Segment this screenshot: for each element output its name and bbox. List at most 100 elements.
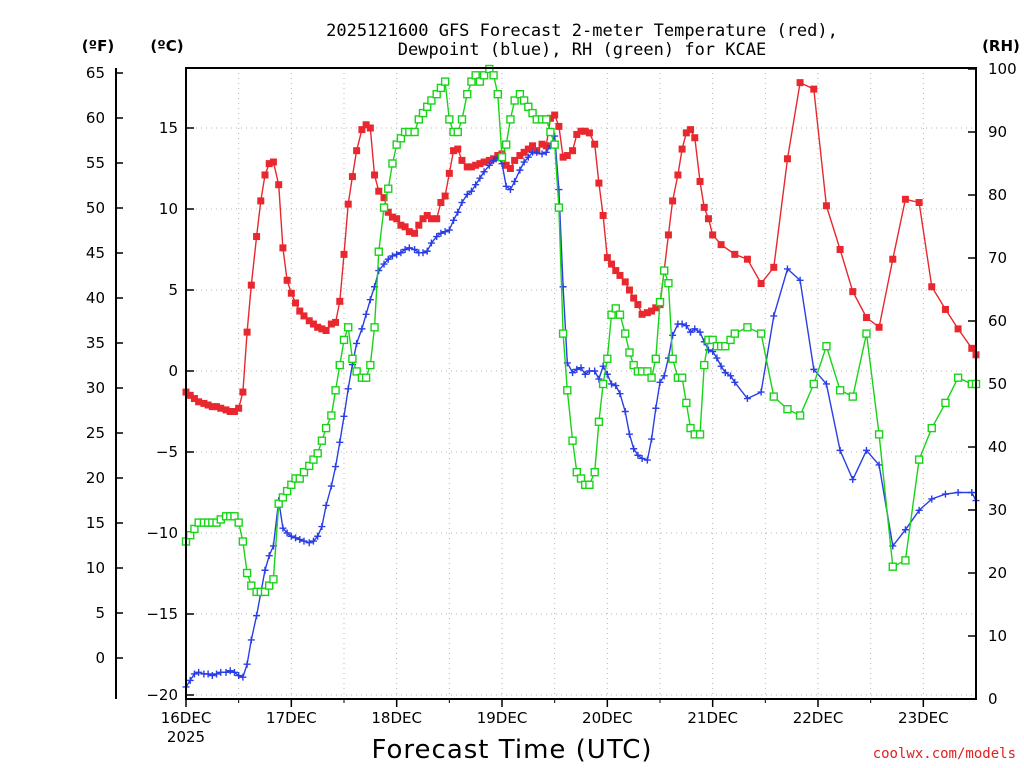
temperature-point [265,160,273,168]
temperature-point [687,126,695,134]
celsius-tick-label: 15 [159,119,178,137]
dewpoint-point [559,283,567,291]
dewpoint-point [691,325,699,333]
dewpoint-point [204,670,212,678]
dewpoint-point [678,320,686,328]
temperature-point [889,255,897,263]
temperature-point [287,289,295,297]
rh-point [278,493,288,502]
temperature-point [305,317,313,325]
x-axis-title: Forecast Time (UTC) [371,735,652,765]
temperature-point [261,171,269,179]
rh-point [647,373,656,382]
dewpoint-point [573,365,581,373]
dewpoint-point [463,190,471,198]
temperature-point [213,403,221,411]
dewpoint-point [380,260,388,268]
rh-point [611,304,620,313]
rh-point [370,323,379,332]
rh-point [708,335,717,345]
temperature-point [362,121,370,129]
x-tick-label: 19DEC [477,709,528,727]
temperature-point [415,221,423,229]
fahrenheit-tick-label: 45 [86,244,105,262]
temperature-point [555,122,563,130]
dewpoint-point [520,158,528,166]
rh-point [396,134,406,143]
temperature-point [810,85,818,93]
dewpoint-point [437,229,445,237]
dewpoint-point [652,404,660,412]
temperature-point [559,153,567,161]
dewpoint-point [419,249,427,257]
rh-point [299,468,309,477]
rh-point [629,360,638,370]
rh-point [914,455,924,464]
rh-tick-label: 60 [988,312,1007,330]
dewpoint-point [445,226,453,234]
temperature-point [599,211,607,219]
rh-point [475,77,485,86]
temperature-point [608,260,616,268]
x-tick-label: 18DEC [371,709,422,727]
temperature-point [506,165,514,172]
dewpoint-point [353,339,361,347]
temperature-point [577,127,585,135]
temperature-point [366,124,374,132]
rh-tick-label: 100 [988,60,1017,78]
dewpoint-point [375,267,383,275]
dewpoint-point [941,490,949,498]
rh-point [558,329,568,338]
temperature-point [275,181,283,189]
temperature-point [625,286,633,294]
rh-point [809,379,818,389]
rh-point [795,411,805,420]
rh-point [848,392,857,401]
rh-point [743,323,752,332]
temperature-point [419,215,427,223]
rh-point [331,386,340,395]
dewpoint-point [915,506,923,514]
temperature-point [849,288,857,296]
temperature-point [441,192,449,200]
chart-title-line-2: Dewpoint (blue), RH (green) for KCAE [398,40,766,60]
rh-point [242,568,252,578]
fahrenheit-tick-label: 60 [86,109,105,127]
dewpoint-point [358,325,366,333]
rh-tick-label: 50 [988,375,1007,393]
rh-point [238,537,248,546]
rh-point [361,373,371,382]
temperature-point [269,158,277,166]
temperature-point [195,398,203,406]
temperature-point [941,305,949,313]
temperature-point [573,130,581,138]
dewpoint-point [511,177,519,185]
dewpoint-point [213,670,221,678]
temperature-point [300,312,308,320]
rh-point [660,266,669,275]
dewpoint-point [243,660,251,668]
dewpoint-point [190,670,198,678]
rh-point [510,96,519,105]
dewpoint-point [485,161,493,169]
temperature-point [634,301,642,309]
temperature-point [485,156,493,164]
rh-point [414,115,423,124]
dewpoint-point [292,534,300,542]
temperature-point [393,215,401,223]
temperature-point [445,169,453,177]
temperature-point [551,111,559,119]
temperature-point [591,140,599,148]
dewpoint-point [283,529,291,537]
rh-point [366,360,375,370]
dewpoint-point [721,369,729,377]
temperature-point [401,223,409,231]
temperature-point [222,406,230,414]
fahrenheit-tick-label: 10 [86,559,105,577]
dewpoint-point [314,532,322,540]
dewpoint-point [634,451,642,459]
rh-point [260,587,270,597]
rh-point [874,430,884,439]
temperature-point [757,280,765,288]
temperature-point [243,328,251,336]
